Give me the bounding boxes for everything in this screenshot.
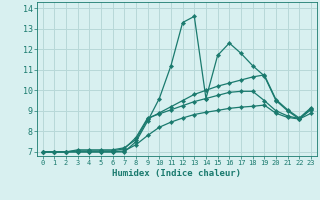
X-axis label: Humidex (Indice chaleur): Humidex (Indice chaleur) xyxy=(112,169,241,178)
